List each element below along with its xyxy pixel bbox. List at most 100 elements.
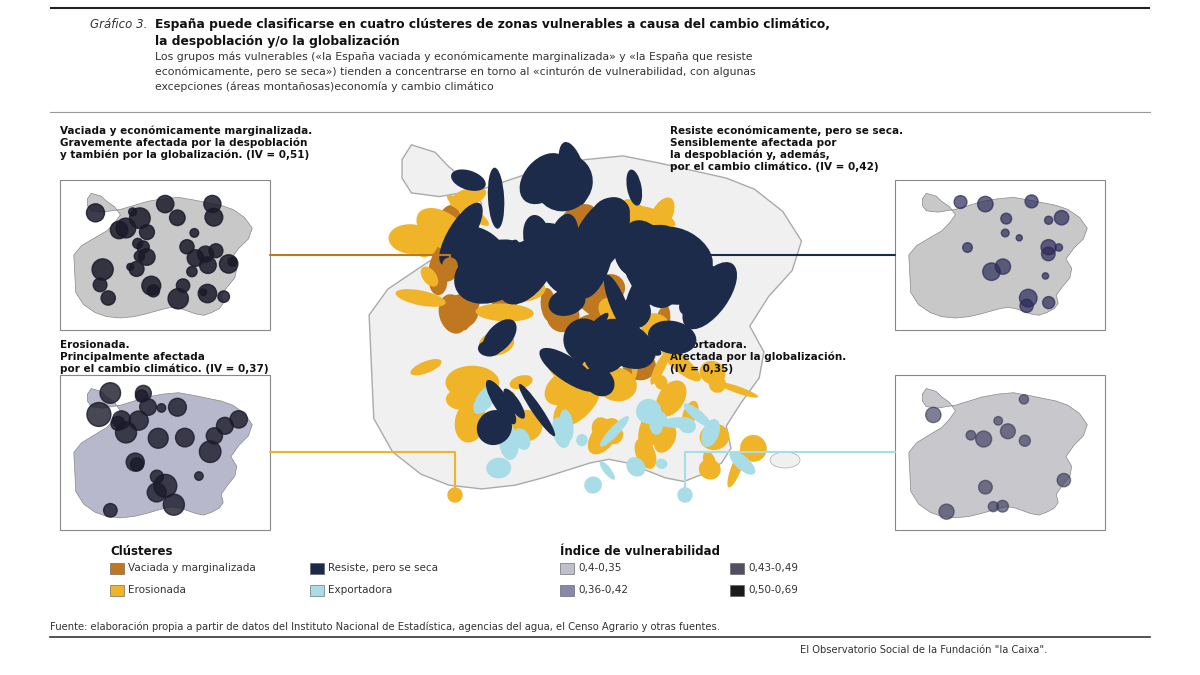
Ellipse shape (446, 388, 480, 410)
Circle shape (1043, 296, 1055, 308)
Circle shape (966, 431, 976, 440)
Ellipse shape (518, 384, 556, 436)
Ellipse shape (506, 392, 516, 420)
Ellipse shape (502, 240, 522, 294)
Circle shape (216, 417, 233, 434)
Text: Fuente: elaboración propia a partir de datos del Instituto Nacional de Estadísti: Fuente: elaboración propia a partir de d… (50, 622, 720, 632)
Ellipse shape (559, 409, 574, 441)
Text: Principalmente afectada: Principalmente afectada (60, 352, 205, 362)
Circle shape (136, 390, 148, 402)
Ellipse shape (626, 169, 642, 206)
Ellipse shape (389, 224, 434, 254)
Ellipse shape (618, 329, 661, 356)
Ellipse shape (492, 298, 522, 320)
Ellipse shape (580, 339, 599, 356)
Ellipse shape (611, 429, 624, 439)
Ellipse shape (548, 288, 586, 316)
Ellipse shape (535, 154, 593, 211)
Circle shape (136, 385, 151, 401)
Text: Gráfico 3.: Gráfico 3. (90, 18, 148, 31)
Ellipse shape (650, 351, 670, 385)
Ellipse shape (620, 296, 650, 329)
Text: (IV = 0,35): (IV = 0,35) (670, 364, 733, 374)
Ellipse shape (448, 238, 499, 286)
Circle shape (86, 204, 104, 222)
Bar (730, 585, 744, 596)
Circle shape (199, 441, 221, 462)
Ellipse shape (488, 263, 516, 301)
Ellipse shape (698, 459, 721, 479)
Ellipse shape (451, 169, 486, 191)
Text: 0,43-0,49: 0,43-0,49 (748, 563, 798, 573)
Ellipse shape (545, 364, 596, 406)
Ellipse shape (626, 322, 655, 358)
Ellipse shape (421, 267, 438, 287)
Ellipse shape (592, 280, 611, 320)
Ellipse shape (592, 417, 611, 439)
Bar (110, 563, 124, 574)
Circle shape (978, 196, 994, 212)
Ellipse shape (509, 241, 551, 286)
Ellipse shape (626, 457, 646, 477)
Ellipse shape (498, 234, 557, 304)
Text: 0,4-0,35: 0,4-0,35 (578, 563, 622, 573)
Circle shape (979, 481, 992, 494)
Ellipse shape (454, 240, 533, 304)
Circle shape (168, 289, 188, 309)
Circle shape (130, 208, 150, 229)
Bar (895, 375, 1105, 530)
Ellipse shape (570, 285, 599, 316)
Ellipse shape (656, 272, 724, 304)
Ellipse shape (504, 389, 524, 418)
Ellipse shape (463, 276, 488, 302)
Ellipse shape (482, 319, 517, 355)
Circle shape (138, 249, 155, 265)
Circle shape (1043, 273, 1049, 279)
Circle shape (139, 225, 155, 240)
Ellipse shape (604, 275, 634, 335)
Circle shape (220, 254, 238, 273)
Circle shape (1042, 240, 1056, 254)
Circle shape (1055, 211, 1069, 225)
Ellipse shape (703, 451, 716, 474)
Circle shape (94, 278, 107, 292)
Bar (60, 180, 270, 330)
Circle shape (1019, 435, 1031, 446)
Ellipse shape (683, 262, 737, 329)
Ellipse shape (594, 303, 617, 322)
Ellipse shape (511, 410, 542, 441)
Ellipse shape (455, 226, 506, 269)
Ellipse shape (444, 294, 479, 329)
Text: Gravemente afectada por la despoblación: Gravemente afectada por la despoblación (60, 138, 307, 148)
Circle shape (126, 453, 144, 471)
Circle shape (1020, 290, 1037, 307)
Circle shape (168, 398, 186, 416)
Circle shape (200, 289, 206, 296)
Ellipse shape (648, 411, 667, 429)
Ellipse shape (619, 225, 664, 266)
Circle shape (1019, 395, 1028, 404)
Circle shape (101, 291, 115, 305)
Ellipse shape (584, 340, 625, 373)
Ellipse shape (559, 219, 598, 284)
Ellipse shape (445, 366, 499, 400)
Ellipse shape (416, 208, 468, 252)
Ellipse shape (635, 438, 656, 469)
Ellipse shape (648, 428, 662, 443)
Ellipse shape (565, 343, 590, 382)
Ellipse shape (574, 223, 613, 298)
Circle shape (154, 475, 176, 497)
Circle shape (157, 404, 166, 412)
Bar (895, 180, 1105, 330)
Ellipse shape (655, 375, 667, 389)
Bar (355, 130, 826, 500)
Circle shape (938, 504, 954, 519)
Ellipse shape (652, 305, 671, 355)
Ellipse shape (569, 202, 587, 218)
Circle shape (190, 229, 199, 237)
Ellipse shape (514, 428, 530, 450)
Ellipse shape (583, 367, 614, 396)
Bar (310, 563, 324, 574)
Circle shape (1001, 424, 1015, 439)
Ellipse shape (503, 279, 546, 302)
